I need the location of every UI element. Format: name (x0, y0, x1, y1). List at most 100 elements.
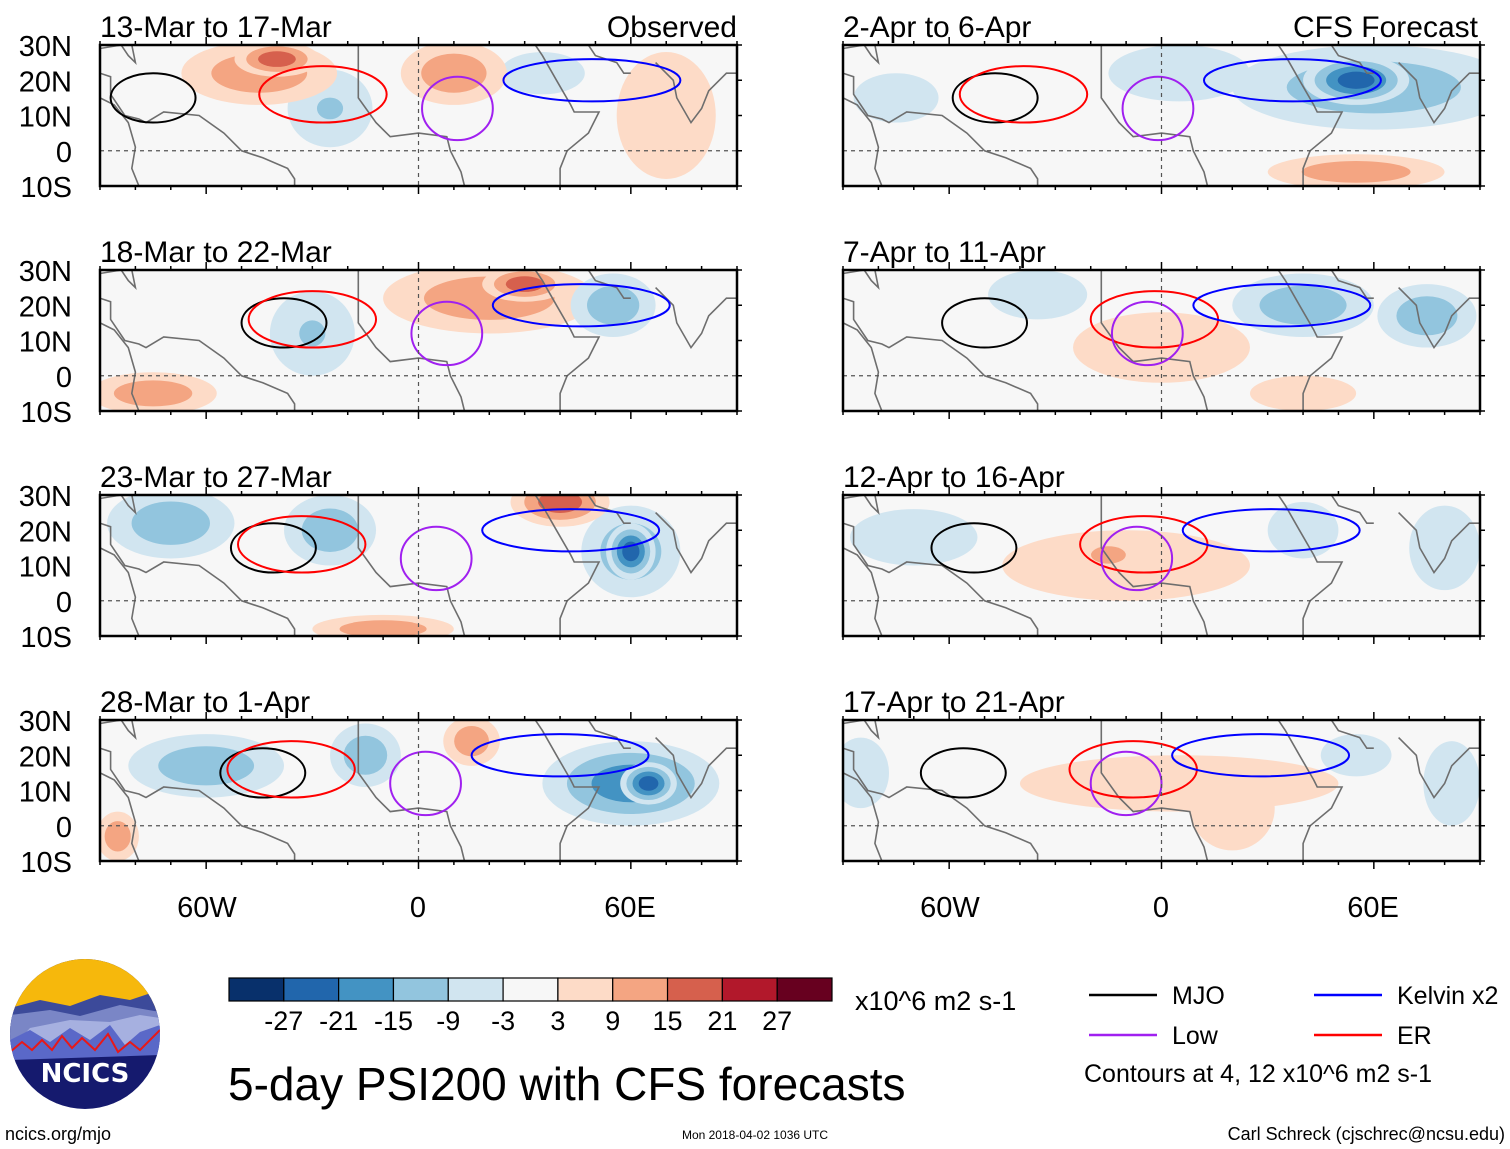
contour-kelvin-x2 (247, 290, 378, 349)
contour-er (1202, 58, 1382, 103)
panel-title: 18-Mar to 22-Mar (100, 236, 332, 269)
contour-low (1100, 525, 1174, 592)
anomaly-shading (1396, 296, 1458, 336)
x-tick-label: 0 (1153, 892, 1169, 924)
contour-er (1181, 508, 1361, 553)
contour-kelvin-x2 (958, 65, 1089, 124)
contour-mjo (930, 522, 1018, 574)
ncics-logo (10, 959, 160, 1109)
contour-er (481, 508, 661, 553)
colorbar-box (721, 977, 778, 1002)
coastline (100, 270, 737, 411)
anomaly-shading (843, 737, 889, 809)
contour-low (421, 75, 494, 142)
anomaly-shading (113, 380, 193, 407)
map-panel-7: 12-Apr to 16-Apr (841, 461, 1485, 644)
author-credit: Carl Schreck (cjschrec@ncsu.edu) (1228, 1124, 1505, 1144)
contour-er (502, 58, 682, 103)
anomaly-shading (988, 270, 1088, 320)
panel-title: 7-Apr to 11-Apr (843, 236, 1046, 269)
panel-title: 13-Mar to 17-Mar (100, 11, 332, 44)
contour-mjo (951, 72, 1039, 124)
anomaly-shading (1108, 45, 1250, 102)
contour-low (389, 750, 462, 817)
colorbar-box (776, 977, 833, 1002)
anomaly-shading (104, 821, 131, 852)
colorbar-units: x10^6 m2 s-1 (855, 986, 1016, 1016)
anomaly-shading (1090, 546, 1126, 564)
logo-text: NCICS (41, 1059, 130, 1089)
anomaly-shading (454, 725, 490, 757)
coastline (843, 270, 1480, 411)
colorbar-box (447, 977, 504, 1002)
contour-low (410, 300, 484, 367)
y-tick-label: 30N (19, 31, 72, 63)
legend-label: ER (1397, 1022, 1432, 1050)
x-tick-label: 60E (1347, 892, 1399, 924)
anomaly-shading (316, 97, 344, 120)
contour-low (1089, 750, 1163, 817)
y-tick-label: 20N (19, 516, 72, 548)
colorbar-tick-label: 27 (762, 1006, 792, 1036)
panel-title: 17-Apr to 21-Apr (843, 686, 1065, 719)
website-link[interactable]: ncics.org/mjo (5, 1124, 111, 1144)
colorbar-tick-label: -21 (319, 1006, 358, 1036)
y-tick-label: 10N (19, 102, 72, 134)
y-tick-label: 0 (56, 362, 72, 394)
contour-er (1192, 283, 1372, 328)
panel-title: 23-Mar to 27-Mar (100, 461, 332, 494)
contour-kelvin-x2 (237, 515, 367, 574)
map-panel-5: 2-Apr to 6-Apr (841, 11, 1485, 194)
column-label-observed: Observed (607, 11, 737, 44)
y-tick-label: 10N (19, 552, 72, 584)
contour-mjo (240, 297, 328, 349)
contour-mjo (919, 747, 1007, 799)
timestamp: Mon 2018-04-02 1036 UTC (682, 1128, 828, 1142)
anomaly-shading (1301, 161, 1411, 183)
y-tick-label: 20N (19, 66, 72, 98)
y-tick-label: 10S (20, 622, 72, 654)
map-panel-8: 17-Apr to 21-Apr (841, 686, 1485, 869)
x-tick-label: 0 (410, 892, 426, 924)
x-axis-labels-right: 60W 0 60E (920, 892, 1399, 924)
anomaly-shading (131, 501, 210, 545)
y-tick-label: 10S (20, 172, 72, 204)
colorbar-tick-label: -27 (264, 1006, 303, 1036)
y-tick-label: 10N (19, 777, 72, 809)
colorbar-box (338, 977, 395, 1002)
contour-kelvin-x2 (226, 740, 356, 799)
x-tick-label: 60W (177, 892, 237, 924)
column-label-forecast: CFS Forecast (1293, 11, 1479, 44)
map-panel-6: 7-Apr to 11-Apr (841, 236, 1485, 419)
colorbar-tick-label: -9 (436, 1006, 460, 1036)
y-tick-label: 10N (19, 327, 72, 359)
anomaly-shading (853, 73, 939, 123)
anomaly-shading (1423, 741, 1480, 826)
legend-label: Low (1172, 1022, 1219, 1050)
anomaly-shading (1267, 502, 1339, 559)
coastline (100, 45, 737, 186)
contour-note: Contours at 4, 12 x10^6 m2 s-1 (1084, 1060, 1432, 1088)
anomaly-shading (339, 620, 427, 636)
contour-er (470, 733, 650, 778)
x-axis-labels-left: 60W 0 60E (177, 892, 656, 924)
main-title: 5-day PSI200 with CFS forecasts (228, 1058, 906, 1110)
contour-kelvin-x2 (258, 65, 388, 124)
colorbar-tick-label: 21 (707, 1006, 737, 1036)
colorbar-tick-label: 15 (653, 1006, 683, 1036)
anomaly-shading (299, 320, 326, 347)
colorbar-tick-label: 9 (605, 1006, 620, 1036)
y-tick-label: 10S (20, 847, 72, 879)
anomaly-shading (1409, 505, 1480, 591)
contour-low (1110, 300, 1184, 367)
anomaly-shading (1337, 71, 1375, 89)
colorbar-box (392, 977, 449, 1002)
y-tick-label: 30N (19, 481, 72, 513)
contour-mjo (219, 747, 307, 799)
